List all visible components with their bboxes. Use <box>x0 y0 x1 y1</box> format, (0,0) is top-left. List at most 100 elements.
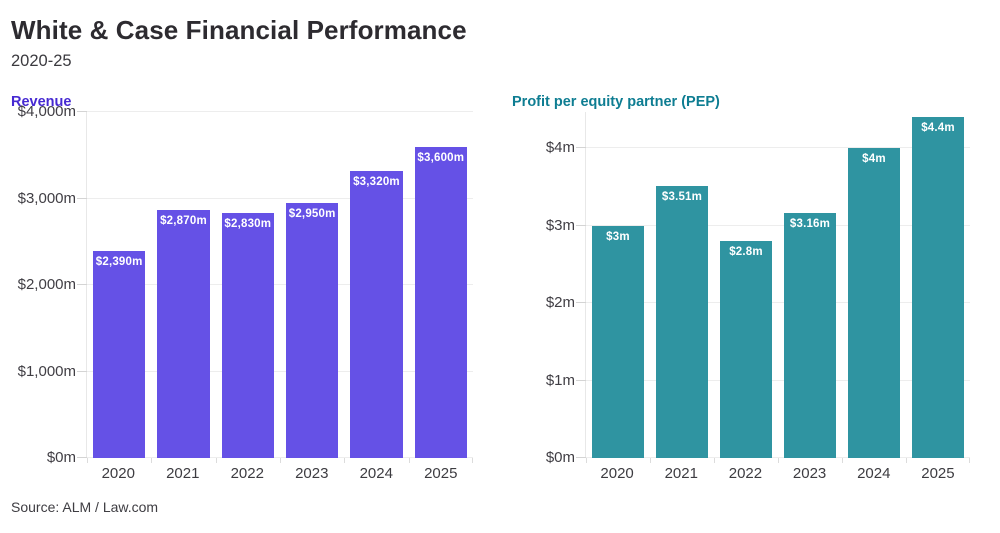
y-tick-mark <box>77 197 87 199</box>
bar-2023: $2,950m <box>286 202 339 458</box>
revenue-chart: Revenue $0m $1,000m $2,000m $3,000m $4,000m … <box>11 92 473 482</box>
revenue-y-axis: $0m $1,000m $2,000m $3,000m $4,000m <box>11 103 86 466</box>
y-tick-label: $1,000m <box>17 362 76 380</box>
x-tick-mark <box>408 458 410 463</box>
x-tick-mark <box>151 458 153 463</box>
gridline <box>87 370 473 372</box>
y-tick-mark <box>576 302 586 304</box>
x-tick-mark <box>280 458 281 463</box>
revenue-plot-area: $2,390m $2,870m $2,830m $2,950m $3,320m $3,60… <box>77 111 473 463</box>
x-tick-mark <box>87 458 88 463</box>
x-tick-label: 2023 <box>295 465 329 482</box>
bar-2024: $3,320m <box>350 170 403 458</box>
source-note: Source: ALM / Law.com <box>11 499 159 515</box>
bar-2020: $2,390m <box>93 251 146 458</box>
gridline <box>586 302 970 304</box>
y-tick-label: $4m <box>545 139 575 157</box>
y-tick-mark <box>576 224 586 226</box>
pep-x-axis: 2020 2021 2022 2023 2024 2025 <box>585 465 970 482</box>
bar-column: $3,600m <box>409 112 473 458</box>
y-tick-label: $3,000m <box>17 189 76 207</box>
gridline <box>586 379 970 381</box>
gridline <box>586 147 970 149</box>
gridline <box>586 457 970 458</box>
x-tick-label: 2022 <box>728 465 763 482</box>
bar-2020: $3m <box>592 225 644 458</box>
revenue-x-axis: 2020 2021 2022 2023 2024 2025 <box>86 465 473 482</box>
pep-chart: Profit per equity partner (PEP) $0m $1m $2… <box>512 92 970 482</box>
bar-2022: $2.8m <box>720 241 772 458</box>
x-tick-label: 2020 <box>600 465 634 482</box>
y-tick-mark <box>576 457 586 458</box>
bar-column: $4m <box>842 112 906 458</box>
bar-2021: $2,870m <box>157 209 210 458</box>
bar-2024: $4m <box>848 148 900 458</box>
y-tick-label: $3m <box>545 216 575 234</box>
bar-value-label: $3,600m <box>417 151 465 164</box>
bar-column: $2.8m <box>714 112 778 458</box>
bar-value-label: $4m <box>862 153 886 166</box>
gridline <box>87 111 473 112</box>
y-tick-label: $2,000m <box>17 276 76 293</box>
bar-column: $2,390m <box>87 112 151 458</box>
gridline <box>586 224 970 226</box>
bar-value-label: $3,320m <box>353 175 400 188</box>
y-tick-mark <box>77 370 87 372</box>
bar-column: $3.16m <box>778 112 842 458</box>
gridline <box>87 197 473 199</box>
bar-column: $3.51m <box>650 112 714 458</box>
pep-chart-title: Profit per equity partner (PEP) <box>512 94 720 110</box>
bar-2021: $3.51m <box>656 186 708 458</box>
x-tick-mark <box>713 458 715 463</box>
x-tick-label: 2021 <box>664 465 698 482</box>
y-tick-label: $0m <box>46 449 76 466</box>
x-tick-label: 2023 <box>792 465 827 482</box>
revenue-chart-body: $0m $1,000m $2,000m $3,000m $4,000m $2,390m $… <box>11 103 473 466</box>
pep-plot-area: $3m $3.51m $2.8m $3.16m $4m $4.4m <box>576 112 970 463</box>
bar-2022: $2,830m <box>221 213 274 458</box>
y-tick-mark <box>576 379 586 381</box>
pep-y-axis: $0m $1m $2m $3m $4m <box>512 112 585 466</box>
bar-2025: $4.4m <box>912 117 964 458</box>
bar-value-label: $2,390m <box>95 256 143 269</box>
x-tick-mark <box>215 458 217 463</box>
bars-group: $3m $3.51m $2.8m $3.16m $4m $4.4m <box>586 112 970 458</box>
bar-column: $3m <box>586 112 650 458</box>
bar-column: $2,950m <box>280 112 344 458</box>
pep-chart-body: $0m $1m $2m $3m $4m $3m $3.51m $2.8m $3.16m $4m $… <box>512 112 970 466</box>
page-title: White & Case Financial Performance <box>11 15 467 45</box>
y-tick-label: $2m <box>545 294 575 312</box>
bar-2025: $3,600m <box>414 146 467 458</box>
infographic: White & Case Financial Performance 2020-… <box>11 15 970 515</box>
gridline <box>87 457 473 458</box>
bars-group: $2,390m $2,870m $2,830m $2,950m $3,320m $3,60… <box>87 112 473 458</box>
x-tick-mark <box>841 458 843 463</box>
x-tick-label: 2025 <box>424 465 458 482</box>
x-tick-mark <box>344 458 346 463</box>
x-tick-mark <box>969 458 970 463</box>
bar-value-label: $3.51m <box>661 191 703 204</box>
y-tick-mark <box>77 457 87 458</box>
x-tick-label: 2020 <box>101 465 135 482</box>
x-tick-label: 2021 <box>166 465 200 482</box>
bar-column: $4.4m <box>906 112 970 458</box>
bar-column: $2,830m <box>216 112 280 458</box>
y-tick-mark <box>77 284 87 285</box>
bar-value-label: $3m <box>606 230 630 243</box>
bar-column: $3,320m <box>344 112 408 458</box>
bar-value-label: $2,870m <box>160 214 207 227</box>
page-subtitle: 2020-25 <box>11 52 72 70</box>
x-tick-label: 2024 <box>857 465 891 482</box>
bar-value-label: $2.8m <box>729 246 763 259</box>
y-tick-label: $1m <box>545 371 575 389</box>
x-tick-mark <box>778 458 779 463</box>
bar-column: $2,870m <box>151 112 215 458</box>
y-tick-label: $4,000m <box>17 103 76 120</box>
y-tick-mark <box>576 147 586 149</box>
x-tick-mark <box>906 458 907 463</box>
bar-value-label: $3.16m <box>789 218 831 231</box>
gridline <box>87 284 473 285</box>
x-tick-label: 2024 <box>359 465 393 482</box>
bar-value-label: $2,830m <box>224 218 272 231</box>
x-tick-label: 2022 <box>230 465 264 482</box>
